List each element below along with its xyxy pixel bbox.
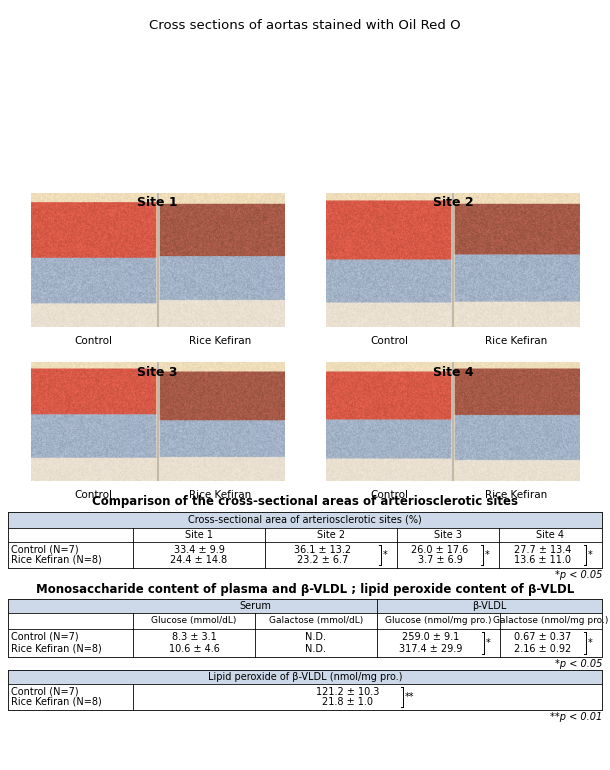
Text: Rice Kefiran: Rice Kefiran — [189, 490, 251, 500]
Text: *p < 0.05: *p < 0.05 — [554, 570, 602, 580]
Text: *: * — [485, 550, 490, 560]
Text: Glucose (mmol/dL): Glucose (mmol/dL) — [151, 617, 237, 625]
Bar — [8, 599, 602, 657]
Text: Control: Control — [75, 336, 113, 346]
Bar — [8, 684, 602, 710]
Text: Comparison of the cross-sectional areas of arteriosclerotic sites: Comparison of the cross-sectional areas … — [92, 495, 518, 508]
Text: Galactose (nmol/mg pro.): Galactose (nmol/mg pro.) — [493, 617, 609, 625]
Text: 317.4 ± 29.9: 317.4 ± 29.9 — [399, 644, 462, 654]
Bar — [8, 670, 602, 684]
Text: Lipid peroxide of β-VLDL (nmol/mg pro.): Lipid peroxide of β-VLDL (nmol/mg pro.) — [208, 672, 402, 682]
Text: *p < 0.05: *p < 0.05 — [554, 659, 602, 669]
Text: Site 4: Site 4 — [537, 530, 564, 540]
Text: Rice Kefiran (N=8): Rice Kefiran (N=8) — [11, 697, 102, 707]
Text: N.D.: N.D. — [306, 644, 326, 654]
Text: 23.2 ± 6.7: 23.2 ± 6.7 — [298, 555, 349, 565]
Bar — [8, 629, 602, 657]
Text: 27.7 ± 13.4: 27.7 ± 13.4 — [514, 545, 571, 555]
Text: Cross-sectional area of arteriosclerotic sites (%): Cross-sectional area of arteriosclerotic… — [188, 515, 422, 525]
Text: **: ** — [404, 692, 414, 702]
Text: *: * — [588, 550, 593, 560]
Text: 3.7 ± 6.9: 3.7 ± 6.9 — [418, 555, 462, 565]
Text: 10.6 ± 4.6: 10.6 ± 4.6 — [168, 644, 220, 654]
Text: Control: Control — [371, 336, 409, 346]
Text: Site 4: Site 4 — [432, 366, 473, 379]
Text: Control (N=7): Control (N=7) — [11, 632, 79, 642]
Text: 8.3 ± 3.1: 8.3 ± 3.1 — [171, 632, 217, 642]
Text: Control: Control — [75, 490, 113, 500]
Text: Rice Kefiran: Rice Kefiran — [485, 336, 547, 346]
Text: Monosaccharide content of plasma and β-VLDL ; lipid peroxide content of β-VLDL: Monosaccharide content of plasma and β-V… — [36, 583, 574, 596]
Text: Rice Kefiran (N=8): Rice Kefiran (N=8) — [11, 555, 102, 565]
Text: Serum: Serum — [239, 601, 271, 611]
Text: 33.4 ± 9.9: 33.4 ± 9.9 — [174, 545, 224, 555]
Text: Control: Control — [371, 490, 409, 500]
Text: Site 1: Site 1 — [137, 196, 178, 209]
Text: Control (N=7): Control (N=7) — [11, 687, 79, 697]
Text: 13.6 ± 11.0: 13.6 ± 11.0 — [514, 555, 571, 565]
Text: Rice Kefiran: Rice Kefiran — [485, 490, 547, 500]
Bar — [8, 670, 602, 710]
Text: *: * — [588, 638, 593, 648]
Text: Glucose (nmol/mg pro.): Glucose (nmol/mg pro.) — [386, 617, 492, 625]
Text: 26.0 ± 17.6: 26.0 ± 17.6 — [411, 545, 468, 555]
Text: 121.2 ± 10.3: 121.2 ± 10.3 — [316, 687, 379, 697]
Bar — [8, 613, 602, 629]
Text: 259.0 ± 9.1: 259.0 ± 9.1 — [402, 632, 459, 642]
Bar — [8, 542, 602, 567]
Text: Site 3: Site 3 — [137, 366, 178, 379]
Text: Control (N=7): Control (N=7) — [11, 545, 79, 555]
Text: Site 2: Site 2 — [432, 196, 473, 209]
Text: 24.4 ± 14.8: 24.4 ± 14.8 — [170, 555, 228, 565]
Bar — [8, 527, 602, 542]
Text: 0.67 ± 0.37: 0.67 ± 0.37 — [514, 632, 572, 642]
Text: Cross sections of aortas stained with Oil Red O: Cross sections of aortas stained with Oi… — [149, 19, 461, 32]
Text: *: * — [486, 638, 491, 648]
Bar — [8, 512, 602, 567]
Text: β-VLDL: β-VLDL — [472, 601, 507, 611]
Bar — [8, 512, 602, 527]
Text: Rice Kefiran (N=8): Rice Kefiran (N=8) — [11, 644, 102, 654]
Text: N.D.: N.D. — [306, 632, 326, 642]
Bar — [8, 599, 602, 613]
Text: 21.8 ± 1.0: 21.8 ± 1.0 — [322, 697, 373, 707]
Text: Site 2: Site 2 — [317, 530, 345, 540]
Text: Site 3: Site 3 — [434, 530, 462, 540]
Text: 2.16 ± 0.92: 2.16 ± 0.92 — [514, 644, 572, 654]
Text: Rice Kefiran: Rice Kefiran — [189, 336, 251, 346]
Text: 36.1 ± 13.2: 36.1 ± 13.2 — [295, 545, 351, 555]
Text: Site 1: Site 1 — [185, 530, 213, 540]
Text: **p < 0.01: **p < 0.01 — [550, 712, 602, 722]
Text: *: * — [383, 550, 388, 560]
Text: Galactose (mmol/dL): Galactose (mmol/dL) — [269, 617, 363, 625]
